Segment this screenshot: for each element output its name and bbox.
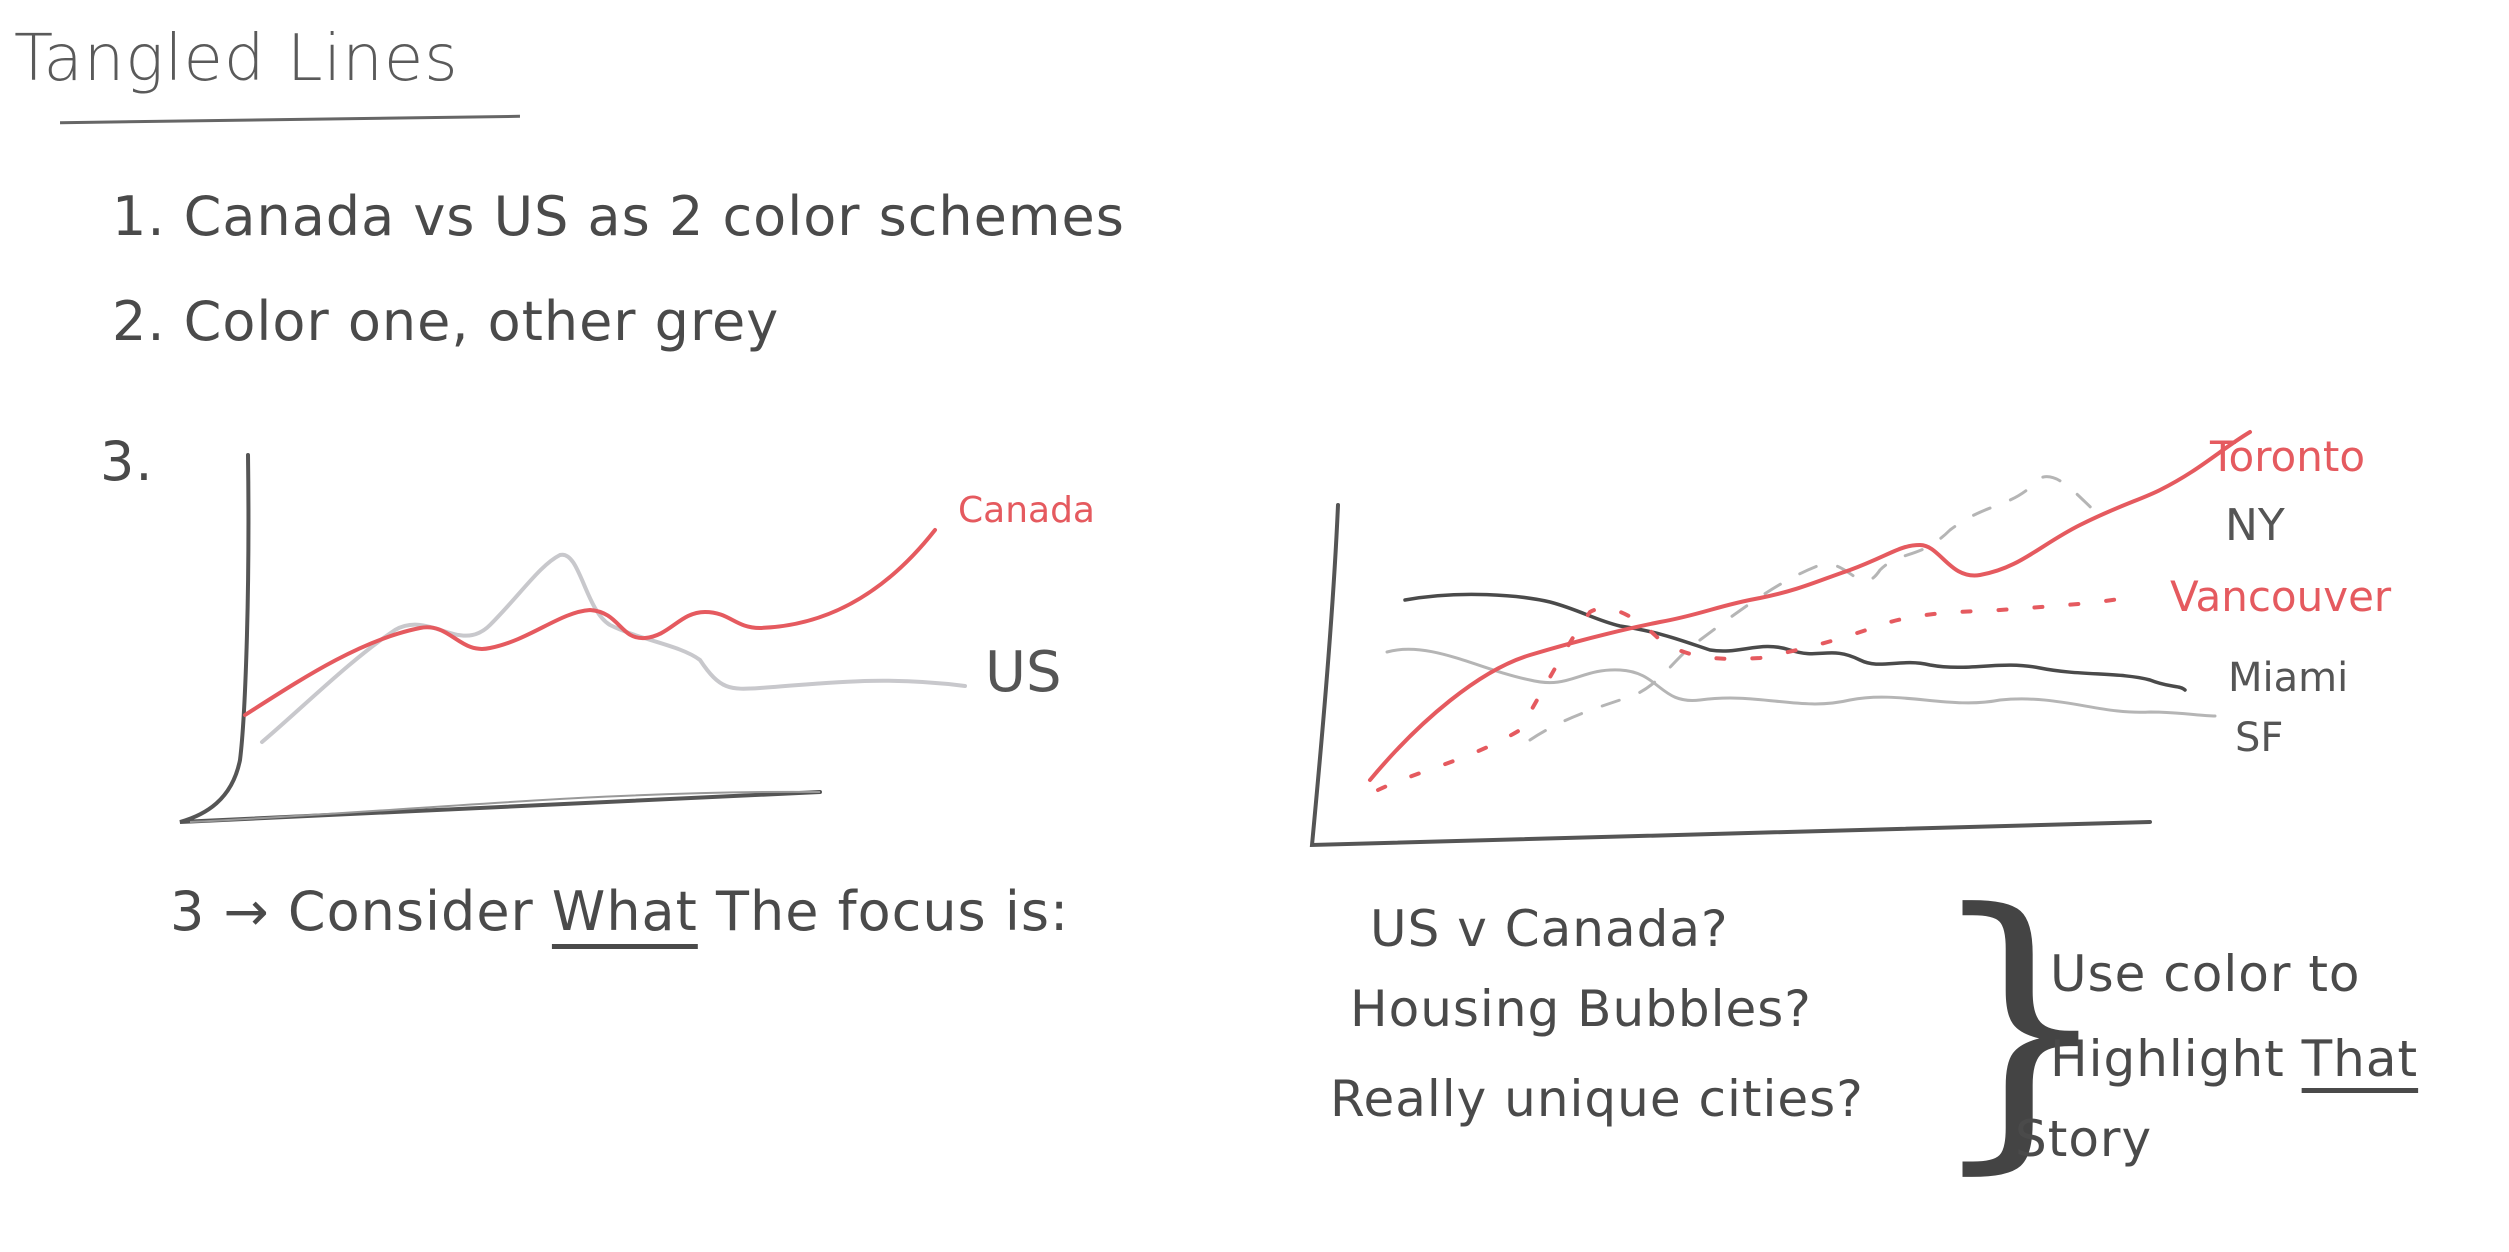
conclusion-that: That <box>2301 1030 2419 1088</box>
consider-line: 3 → Consider What The focus is: <box>170 880 1069 943</box>
left-series-us-line <box>260 552 967 744</box>
right-series-sf-line <box>1385 647 2217 718</box>
question-2: Housing Bubbles? <box>1350 980 1812 1038</box>
right-label-vancouver: Vancouver <box>2170 572 2392 621</box>
conclusion-highlight: Highlight <box>2050 1030 2285 1088</box>
conclusion-line-1: Use color to <box>2050 945 2361 1003</box>
right-label-sf: SF <box>2235 715 2284 761</box>
consider-prefix: 3 → Consider <box>170 880 534 943</box>
right-chart-axes <box>1309 503 2152 848</box>
question-3: Really unique cities? <box>1330 1070 1864 1128</box>
right-label-ny: NY <box>2225 500 2285 551</box>
conclusion-line-2: Highlight That <box>2050 1030 2418 1088</box>
right-series-vancouver-line <box>1376 593 2142 792</box>
consider-emphasis: What <box>551 880 698 943</box>
right-series-ny-line <box>1528 475 2107 742</box>
page-title: Tangled Lines <box>14 22 459 96</box>
right-label-toronto: Toronto <box>2210 432 2366 481</box>
right-series-miami-line <box>1403 592 2187 692</box>
right-label-miami: Miami <box>2228 655 2349 701</box>
right-series-toronto-line <box>1368 430 2252 782</box>
conclusion-line-3: Story <box>2015 1110 2153 1168</box>
question-1: US v Canada? <box>1370 900 1729 958</box>
left-series-canada-line <box>243 528 937 717</box>
note-item-3: 3. <box>100 430 154 493</box>
grouping-brace: } <box>1925 850 2116 1199</box>
left-label-canada: Canada <box>958 490 1095 531</box>
note-item-1: 1. Canada vs US as 2 color schemes <box>112 185 1125 248</box>
note-item-2: 2. Color one, other grey <box>112 290 780 353</box>
left-chart-axes <box>179 453 822 824</box>
left-label-us: US <box>985 640 1062 705</box>
consider-suffix: The focus is: <box>715 880 1070 943</box>
left-chart-x-axis-shadow <box>189 790 821 823</box>
